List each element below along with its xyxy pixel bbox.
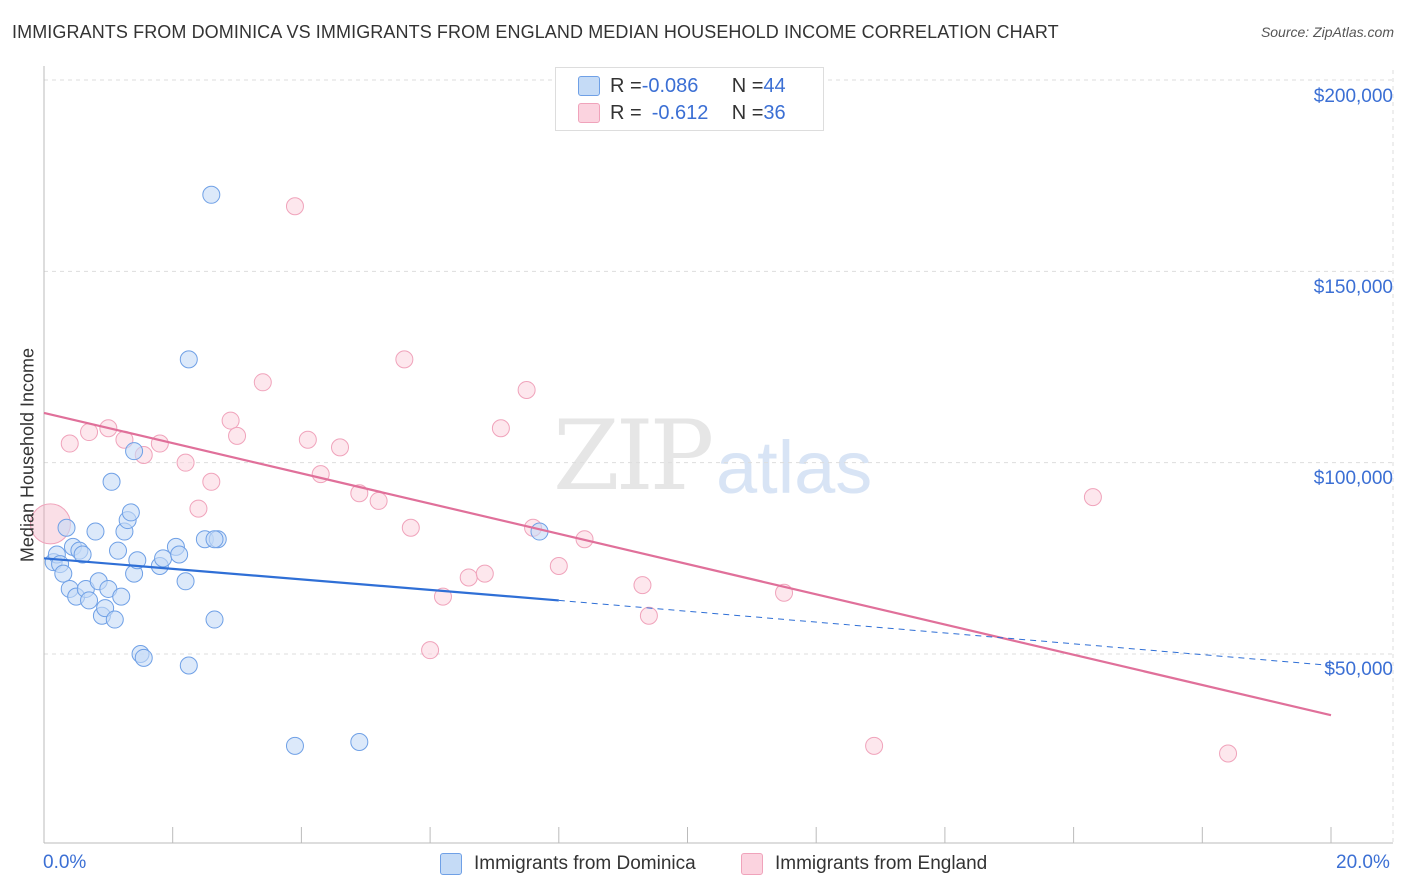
bottom-legend-england: Immigrants from England — [741, 852, 987, 876]
legend-n-label: N = — [731, 74, 764, 97]
y-axis-title: Median Household Income — [17, 347, 38, 563]
england-point — [60, 434, 79, 453]
england-point — [298, 430, 317, 449]
england-point — [285, 197, 304, 216]
y-tick-label: $50,000 — [1324, 659, 1393, 680]
legend-n-label: N = — [731, 101, 764, 124]
legend-r-label: R = — [610, 101, 642, 124]
dominica-point — [73, 545, 92, 564]
dominica-point — [205, 610, 224, 629]
england-point — [150, 434, 169, 453]
dominica-point — [285, 736, 304, 755]
england-point — [176, 453, 195, 472]
legend-n-value: 36 — [763, 101, 786, 124]
legend-row-england: R = -0.612 N = 36 — [578, 101, 786, 125]
dominica-point — [57, 518, 76, 537]
dominica-point — [96, 599, 115, 618]
england-point — [475, 564, 494, 583]
dominica-point — [350, 733, 369, 752]
legend-swatch-dominica — [578, 76, 600, 96]
legend-r-value: -0.612 — [651, 101, 709, 124]
england-point — [633, 576, 652, 595]
england-point — [189, 499, 208, 518]
bottom-legend-swatch-dominica — [440, 853, 462, 875]
england-point — [80, 423, 99, 442]
england-point — [865, 736, 884, 755]
dominica-point — [205, 530, 224, 549]
england-point — [421, 641, 440, 660]
england-point — [202, 472, 221, 491]
dominica-point — [86, 522, 105, 541]
dominica-point — [202, 185, 221, 204]
legend-row-dominica: R = -0.086 N = 44 — [578, 74, 786, 98]
dominica-point — [134, 648, 153, 667]
england-point — [395, 350, 414, 369]
england-point — [517, 380, 536, 399]
y-tick-label: $100,000 — [1313, 468, 1393, 489]
dominica-point — [128, 551, 147, 570]
england-point — [253, 373, 272, 392]
england-point — [639, 606, 658, 625]
dominica-trend-extension — [558, 599, 1332, 666]
dominica-point — [54, 564, 73, 583]
dominica-point — [176, 572, 195, 591]
england-trend-line — [43, 411, 1332, 717]
dominica-point — [121, 503, 140, 522]
bottom-legend-label: Immigrants from Dominica — [474, 853, 696, 874]
dominica-point — [179, 656, 198, 675]
chart-title: IMMIGRANTS FROM DOMINICA VS IMMIGRANTS F… — [12, 22, 1059, 42]
england-point — [549, 556, 568, 575]
dominica-point — [105, 610, 124, 629]
dominica-point — [170, 545, 189, 564]
x-axis-max-label: 20.0% — [1336, 852, 1390, 873]
england-point — [331, 438, 350, 457]
legend-n-value: 44 — [763, 74, 786, 97]
england-point — [221, 411, 240, 430]
y-tick-label: $150,000 — [1313, 277, 1393, 298]
england-point — [459, 568, 478, 587]
legend-r-value: -0.086 — [641, 74, 699, 97]
dominica-point — [80, 591, 99, 610]
england-point — [1219, 744, 1238, 763]
dominica-point — [102, 472, 121, 491]
england-point — [369, 491, 388, 510]
source-label: Source: ZipAtlas.com — [1260, 24, 1394, 40]
dominica-point — [112, 587, 131, 606]
legend-swatch-england — [578, 103, 600, 123]
y-tick-label: $200,000 — [1313, 86, 1393, 107]
correlation-legend: R = -0.086 N = 44 R = -0.612 N = 36 — [555, 67, 824, 131]
england-point — [228, 426, 247, 445]
england-point — [401, 518, 420, 537]
bottom-legend-dominica: Immigrants from Dominica — [440, 852, 696, 876]
legend-r-label: R = — [610, 74, 642, 97]
dominica-trend-line — [43, 557, 559, 602]
watermark-zip: ZIP — [553, 400, 714, 512]
england-point — [1083, 488, 1102, 507]
x-axis-min-label: 0.0% — [43, 852, 87, 873]
bottom-legend-swatch-england — [741, 853, 763, 875]
dominica-point — [179, 350, 198, 369]
england-point — [491, 419, 510, 438]
dominica-point — [109, 541, 128, 560]
watermark-atlas: atlas — [716, 426, 873, 509]
bottom-legend-label: Immigrants from England — [775, 853, 988, 874]
dominica-point — [125, 442, 144, 461]
